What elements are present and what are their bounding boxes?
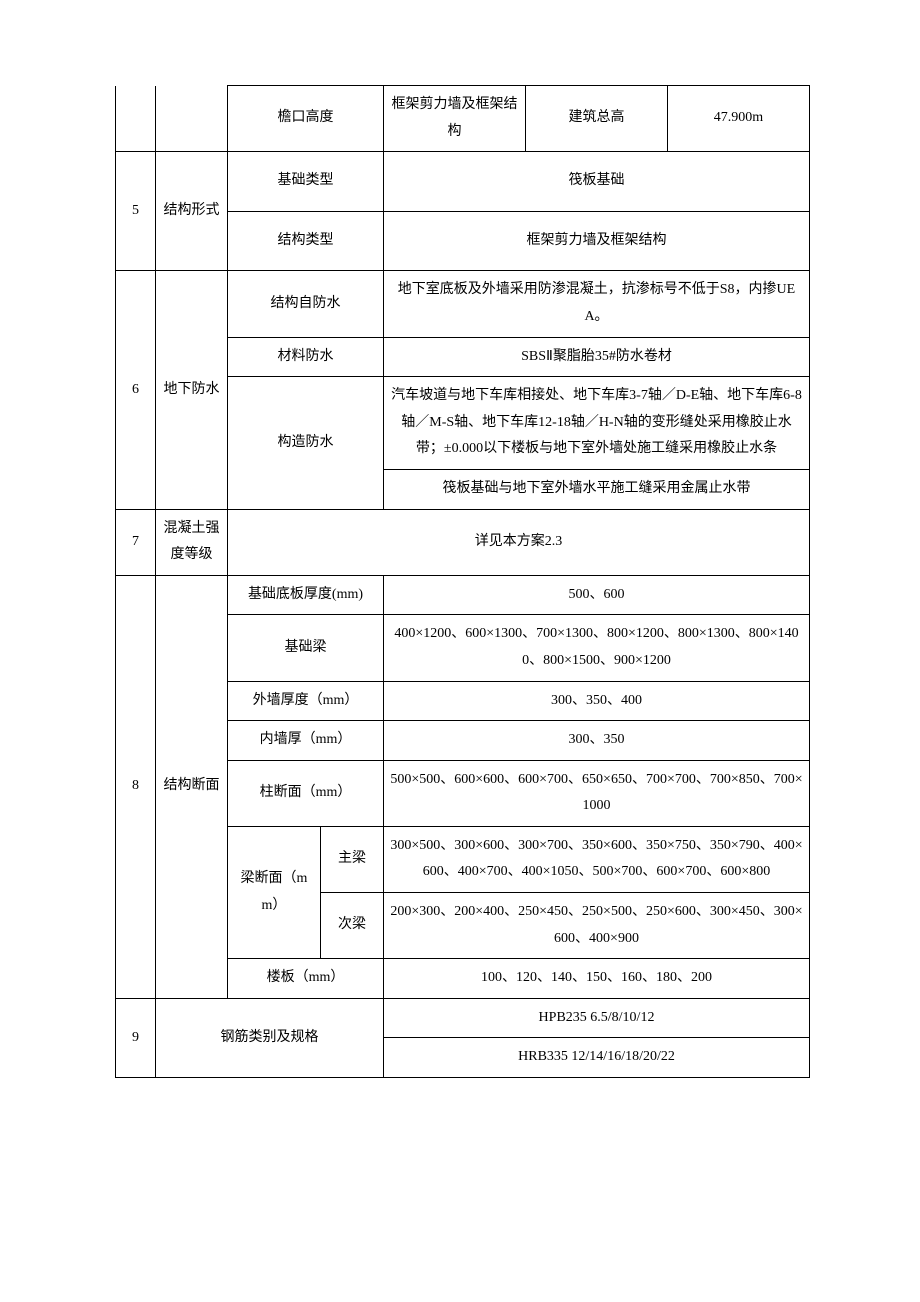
label-cell: 构造防水 xyxy=(228,377,384,509)
value-cell: 框架剪力墙及框架结构 xyxy=(384,86,526,152)
label-cell: 结构类型 xyxy=(228,211,384,271)
num-cell: 9 xyxy=(116,998,156,1077)
label-cell: 楼板（mm） xyxy=(228,959,384,999)
sublabel-cell: 主梁 xyxy=(321,826,384,892)
value-cell: 详见本方案2.3 xyxy=(228,509,810,575)
cat-cell: 地下防水 xyxy=(156,271,228,509)
value-cell: SBSⅡ聚脂胎35#防水卷材 xyxy=(384,337,810,377)
value-cell: 47.900m xyxy=(668,86,810,152)
label-cell: 基础梁 xyxy=(228,615,384,681)
label-cell: 外墙厚度（mm） xyxy=(228,681,384,721)
value-cell: 300、350、400 xyxy=(384,681,810,721)
num-cell: 6 xyxy=(116,271,156,509)
table-row: 9 钢筋类别及规格 HPB235 6.5/8/10/12 xyxy=(116,998,810,1038)
cat-cell: 混凝土强度等级 xyxy=(156,509,228,575)
table-row: 檐口高度 框架剪力墙及框架结构 建筑总高 47.900m xyxy=(116,86,810,152)
spec-table: 檐口高度 框架剪力墙及框架结构 建筑总高 47.900m 5 结构形式 基础类型… xyxy=(115,85,810,1078)
cat-cell: 钢筋类别及规格 xyxy=(156,998,384,1077)
value-cell: 汽车坡道与地下车库相接处、地下车库3-7轴／D-E轴、地下车库6-8轴／M-S轴… xyxy=(384,377,810,470)
cat-cell xyxy=(156,86,228,152)
num-cell: 7 xyxy=(116,509,156,575)
label-cell: 檐口高度 xyxy=(228,86,384,152)
label-cell: 柱断面（mm） xyxy=(228,760,384,826)
label-cell: 材料防水 xyxy=(228,337,384,377)
value-cell: 框架剪力墙及框架结构 xyxy=(384,211,810,271)
num-cell: 5 xyxy=(116,152,156,271)
value-cell: 500×500、600×600、600×700、650×650、700×700、… xyxy=(384,760,810,826)
value-cell: 300×500、300×600、300×700、350×600、350×750、… xyxy=(384,826,810,892)
value-cell: 100、120、140、150、160、180、200 xyxy=(384,959,810,999)
table-row: 8 结构断面 基础底板厚度(mm) 500、600 xyxy=(116,575,810,615)
value-cell: 筏板基础与地下室外墙水平施工缝采用金属止水带 xyxy=(384,469,810,509)
value-cell: 200×300、200×400、250×450、250×500、250×600、… xyxy=(384,893,810,959)
value-cell: 300、350 xyxy=(384,721,810,761)
value-cell: 建筑总高 xyxy=(526,86,668,152)
label-cell: 基础底板厚度(mm) xyxy=(228,575,384,615)
table-row: 6 地下防水 结构自防水 地下室底板及外墙采用防渗混凝土，抗渗标号不低于S8，内… xyxy=(116,271,810,337)
label-cell: 结构自防水 xyxy=(228,271,384,337)
label-cell: 基础类型 xyxy=(228,152,384,212)
value-cell: 地下室底板及外墙采用防渗混凝土，抗渗标号不低于S8，内掺UEA。 xyxy=(384,271,810,337)
cat-cell: 结构形式 xyxy=(156,152,228,271)
value-cell: HRB335 12/14/16/18/20/22 xyxy=(384,1038,810,1078)
value-cell: HPB235 6.5/8/10/12 xyxy=(384,998,810,1038)
table-row: 7 混凝土强度等级 详见本方案2.3 xyxy=(116,509,810,575)
value-cell: 400×1200、600×1300、700×1300、800×1200、800×… xyxy=(384,615,810,681)
table-row: 5 结构形式 基础类型 筏板基础 xyxy=(116,152,810,212)
label-cell: 梁断面（mm） xyxy=(228,826,321,958)
cat-cell: 结构断面 xyxy=(156,575,228,998)
num-cell: 8 xyxy=(116,575,156,998)
value-cell: 筏板基础 xyxy=(384,152,810,212)
num-cell xyxy=(116,86,156,152)
sublabel-cell: 次梁 xyxy=(321,893,384,959)
label-cell: 内墙厚（mm） xyxy=(228,721,384,761)
value-cell: 500、600 xyxy=(384,575,810,615)
